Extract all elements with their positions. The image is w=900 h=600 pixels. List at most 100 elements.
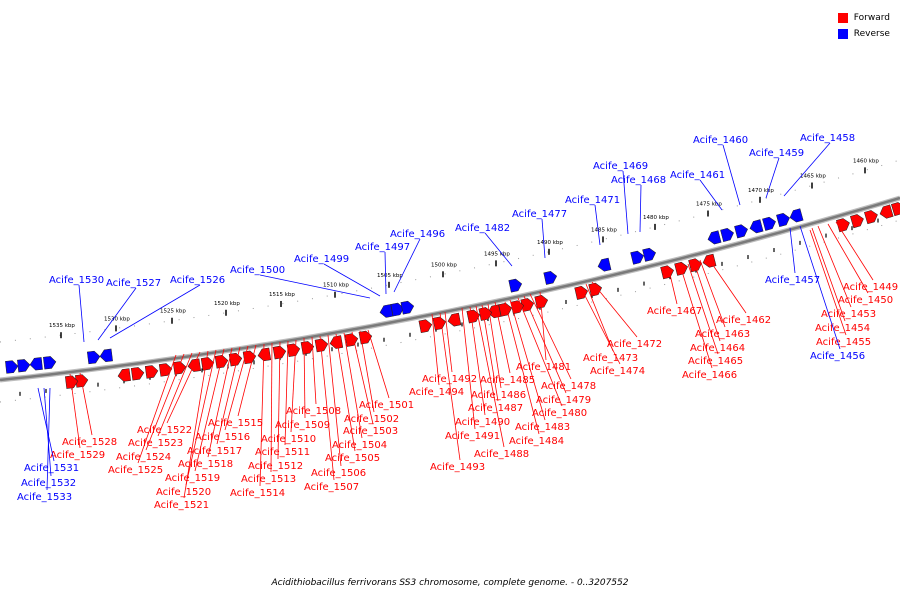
- forward-gene-label: Acife_1491: [445, 431, 500, 442]
- leader-line: [494, 301, 511, 374]
- reverse-gene-arrow: [642, 247, 656, 262]
- leader-line: [469, 306, 486, 416]
- leader-line: [290, 339, 297, 433]
- reverse-gene-arrow: [43, 356, 57, 370]
- forward-gene-arrow: [836, 218, 850, 233]
- leader-line: [185, 349, 217, 486]
- leader-line: [259, 343, 265, 487]
- reverse-gene-label: Acife_1458: [800, 133, 855, 144]
- forward-gene-arrow: [286, 343, 301, 358]
- reverse-gene-label: Acife_1531: [24, 463, 79, 474]
- forward-gene-arrow: [214, 355, 229, 369]
- forward-gene-label: Acife_1513: [241, 474, 296, 485]
- leader-line: [216, 346, 241, 445]
- scale-tick-label: 1515 kbp: [269, 292, 295, 298]
- forward-gene-arrow: [432, 316, 447, 331]
- leader-line: [384, 251, 387, 295]
- forward-gene-label: Acife_1506: [311, 468, 366, 479]
- forward-gene-arrow: [187, 358, 202, 372]
- scale-tick-label: 1490 kbp: [537, 240, 563, 246]
- forward-gene-label: Acife_1502: [344, 414, 399, 425]
- leader-line: [311, 336, 317, 405]
- leader-line: [393, 238, 421, 293]
- forward-gene-label: Acife_1473: [583, 353, 638, 364]
- forward-swatch: [837, 13, 848, 23]
- forward-gene-arrow: [329, 335, 344, 349]
- reverse-gene-arrow: [749, 219, 764, 234]
- reverse-gene-arrow: [543, 271, 558, 285]
- leader-line: [207, 347, 233, 458]
- forward-gene-label: Acife_1453: [821, 309, 876, 320]
- forward-gene-label: Acife_1493: [430, 462, 485, 473]
- forward-gene-label: Acife_1464: [690, 343, 745, 354]
- forward-gene-label: Acife_1487: [468, 403, 523, 414]
- forward-gene-label: Acife_1492: [422, 374, 477, 385]
- reverse-gene-arrow: [707, 230, 722, 245]
- leader-line: [835, 221, 874, 281]
- forward-gene-arrow: [850, 214, 864, 229]
- leader-line: [667, 265, 678, 305]
- leader-line: [79, 372, 93, 436]
- forward-gene-label: Acife_1514: [230, 488, 285, 499]
- leader-line: [327, 334, 342, 467]
- scale-tick-label: 1530 kbp: [104, 316, 130, 322]
- reverse-gene-arrow: [379, 304, 394, 318]
- forward-gene-label: Acife_1516: [195, 432, 250, 443]
- forward-gene-label: Acife_1466: [682, 370, 737, 381]
- leader-line: [707, 257, 747, 314]
- leader-line: [687, 263, 719, 355]
- reverse-gene-label: Acife_1482: [455, 223, 510, 234]
- leader-line: [46, 387, 51, 491]
- scale-tick-label: 1460 kbp: [853, 158, 879, 164]
- leader-line: [517, 297, 563, 407]
- leader-line: [319, 335, 335, 481]
- leader-line: [481, 304, 499, 402]
- forward-gene-label: Acife_1528: [62, 437, 117, 448]
- forward-gene-label: Acife_1462: [716, 315, 771, 326]
- reverse-gene-label: Acife_1499: [294, 254, 349, 265]
- forward-gene-label: Acife_1480: [532, 408, 587, 419]
- forward-gene-arrow: [358, 330, 373, 345]
- forward-gene-label: Acife_1450: [838, 295, 893, 306]
- scale-tick-label: 1485 kbp: [591, 227, 617, 233]
- scale-tick-label: 1495 kbp: [484, 251, 510, 257]
- forward-gene-label: Acife_1483: [515, 422, 570, 433]
- forward-gene-label: Acife_1523: [128, 438, 183, 449]
- forward-gene-arrow: [534, 295, 549, 309]
- leader-line: [237, 344, 257, 417]
- reverse-gene-arrow: [508, 278, 523, 293]
- scale-tick-label: 1475 kbp: [696, 202, 722, 208]
- reverse-gene-arrow: [789, 208, 804, 223]
- leader-line: [69, 373, 81, 449]
- reverse-gene-label: Acife_1533: [17, 492, 72, 503]
- leader-line: [97, 287, 137, 341]
- forward-gene-label: Acife_1525: [108, 465, 163, 476]
- forward-gene-label: Acife_1479: [536, 395, 591, 406]
- leader-line: [335, 333, 356, 452]
- leader-line: [809, 229, 847, 336]
- leader-line: [765, 157, 780, 199]
- reverse-gene-arrow: [734, 224, 748, 239]
- leader-line: [679, 264, 713, 369]
- forward-gene-label: Acife_1508: [286, 406, 341, 417]
- leader-line: [224, 345, 249, 431]
- reverse-gene-arrow: [400, 300, 415, 315]
- scale-tick-label: 1480 kbp: [643, 215, 669, 221]
- leader-line: [351, 331, 374, 425]
- leader-line: [811, 227, 846, 322]
- leader-line: [639, 184, 642, 233]
- leader-line: [827, 223, 869, 294]
- leader-line: [284, 340, 289, 446]
- reverse-gene-label: Acife_1461: [670, 170, 725, 181]
- reverse-gene-label: Acife_1500: [230, 265, 285, 276]
- leader-line: [783, 142, 831, 197]
- reverse-gene-label: Acife_1471: [565, 195, 620, 206]
- leader-line: [183, 350, 209, 499]
- reverse-gene-label: Acife_1530: [49, 275, 104, 286]
- leader-line: [799, 225, 841, 350]
- scale-tick-label: 1470 kbp: [748, 188, 774, 194]
- leader-line: [484, 232, 513, 267]
- forward-gene-label: Acife_1467: [647, 306, 702, 317]
- leader-line: [37, 387, 55, 462]
- forward-gene-label: Acife_1449: [843, 282, 898, 293]
